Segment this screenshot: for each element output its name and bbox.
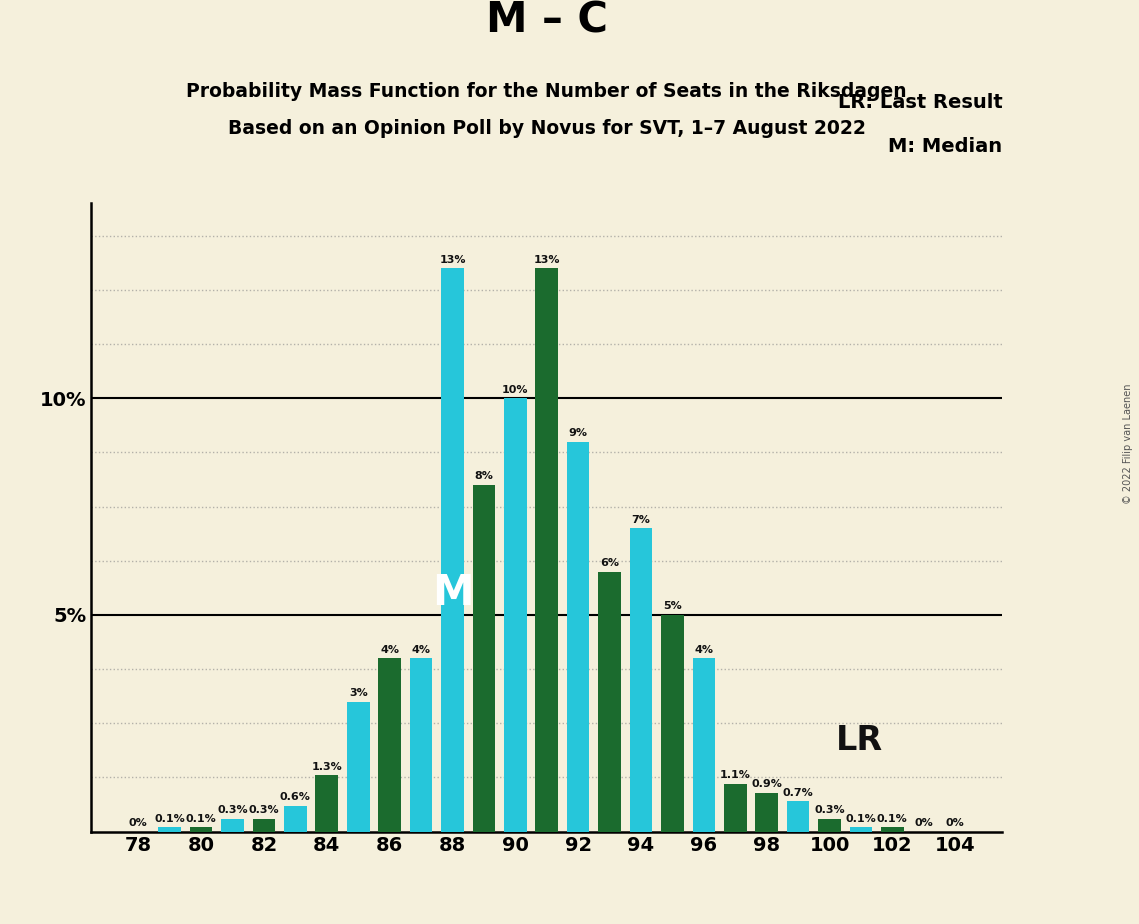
Text: 0.1%: 0.1% <box>877 814 908 824</box>
Text: M – C: M – C <box>485 0 608 42</box>
Bar <box>158 827 181 832</box>
Bar <box>724 784 746 832</box>
Bar <box>253 819 276 832</box>
Text: 13%: 13% <box>533 255 560 265</box>
Bar <box>316 775 338 832</box>
Text: 0.9%: 0.9% <box>752 779 782 789</box>
Bar <box>441 268 464 832</box>
Bar <box>410 658 433 832</box>
Bar <box>347 701 369 832</box>
Text: 0.1%: 0.1% <box>845 814 876 824</box>
Text: 5%: 5% <box>663 602 682 612</box>
Text: M: M <box>432 572 473 614</box>
Bar <box>503 398 526 832</box>
Text: 0%: 0% <box>129 818 148 828</box>
Text: 9%: 9% <box>568 428 588 438</box>
Text: 0.3%: 0.3% <box>814 805 845 815</box>
Text: Probability Mass Function for the Number of Seats in the Riksdagen: Probability Mass Function for the Number… <box>187 82 907 101</box>
Text: 1.3%: 1.3% <box>311 761 342 772</box>
Bar <box>221 819 244 832</box>
Bar <box>190 827 212 832</box>
Bar <box>567 442 590 832</box>
Bar <box>598 572 621 832</box>
Bar <box>378 658 401 832</box>
Bar <box>882 827 903 832</box>
Text: 10%: 10% <box>502 384 528 395</box>
Text: 0%: 0% <box>915 818 933 828</box>
Text: Based on an Opinion Poll by Novus for SVT, 1–7 August 2022: Based on an Opinion Poll by Novus for SV… <box>228 119 866 138</box>
Text: 3%: 3% <box>349 688 368 699</box>
Text: 0.3%: 0.3% <box>218 805 248 815</box>
Text: 4%: 4% <box>380 645 399 655</box>
Bar <box>630 529 653 832</box>
Bar <box>284 806 306 832</box>
Text: © 2022 Filip van Laenen: © 2022 Filip van Laenen <box>1123 383 1133 504</box>
Text: LR: Last Result: LR: Last Result <box>837 93 1002 113</box>
Text: 7%: 7% <box>631 515 650 525</box>
Bar <box>787 801 810 832</box>
Text: 0.6%: 0.6% <box>280 792 311 802</box>
Bar <box>535 268 558 832</box>
Text: 4%: 4% <box>695 645 713 655</box>
Text: 0.1%: 0.1% <box>186 814 216 824</box>
Bar <box>755 793 778 832</box>
Text: 0.7%: 0.7% <box>782 788 813 797</box>
Bar <box>850 827 872 832</box>
Text: 0.3%: 0.3% <box>248 805 279 815</box>
Text: 13%: 13% <box>440 255 466 265</box>
Bar <box>473 485 495 832</box>
Bar <box>818 819 841 832</box>
Text: 6%: 6% <box>600 558 620 568</box>
Text: 8%: 8% <box>475 471 493 481</box>
Text: 4%: 4% <box>411 645 431 655</box>
Bar <box>693 658 715 832</box>
Text: LR: LR <box>836 724 883 757</box>
Text: 1.1%: 1.1% <box>720 771 751 781</box>
Text: M: Median: M: Median <box>888 138 1002 156</box>
Text: 0%: 0% <box>945 818 965 828</box>
Bar <box>661 615 683 832</box>
Text: 0.1%: 0.1% <box>154 814 185 824</box>
